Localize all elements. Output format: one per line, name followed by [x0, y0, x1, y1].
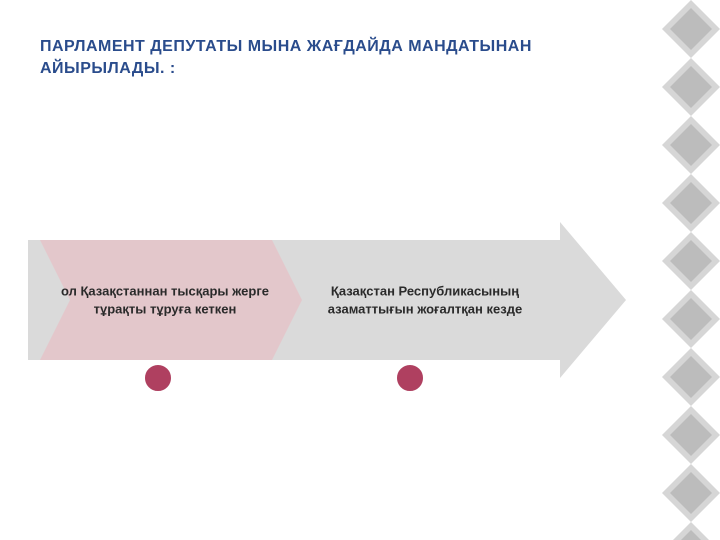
slide: ПАРЛАМЕНТ ДЕПУТАТЫ МЫНА ЖАҒДАЙДА МАНДАТЫ…	[0, 0, 720, 540]
step-2-dot	[395, 363, 425, 393]
arrow-head-icon	[560, 222, 626, 378]
step-2-chevron: Қазақстан Республикасының азаматтығын жо…	[300, 240, 562, 360]
step-1-chevron: ол Қазақстаннан тысқары жерге тұрақты тұ…	[40, 240, 302, 360]
side-diamond-pattern	[662, 0, 720, 540]
process-arrow: ол Қазақстаннан тысқары жерге тұрақты тұ…	[28, 240, 626, 360]
step-1-dot	[143, 363, 173, 393]
step-1-label: ол Қазақстаннан тысқары жерге тұрақты тұ…	[58, 282, 272, 317]
step-2-label: Қазақстан Республикасының азаматтығын жо…	[318, 282, 532, 317]
slide-title: ПАРЛАМЕНТ ДЕПУТАТЫ МЫНА ЖАҒДАЙДА МАНДАТЫ…	[40, 36, 600, 79]
